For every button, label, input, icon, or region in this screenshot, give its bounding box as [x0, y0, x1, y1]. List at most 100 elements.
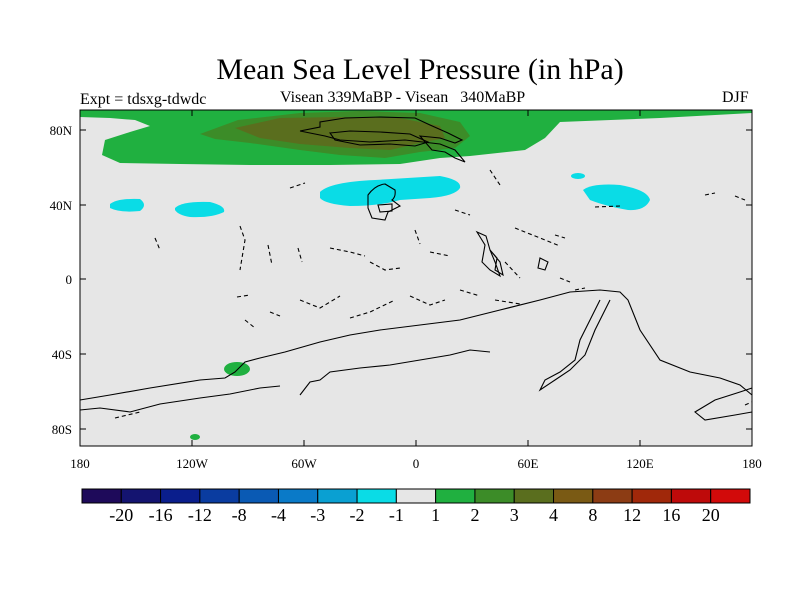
experiment-label: Expt = tdsxg-tdwdc [80, 91, 207, 108]
y-tick-label: 0 [66, 272, 73, 287]
colorbar-label: -16 [149, 505, 173, 525]
island-fragment [269, 311, 281, 317]
southern-positive-anomaly [224, 362, 250, 376]
period-label: Visean 339MaBP - Visean 340MaBP [280, 89, 526, 106]
southern-continent-lower-coast [694, 387, 753, 421]
colorbar-swatch [670, 488, 712, 504]
island-fragment [289, 182, 306, 189]
southern-inner-coast [299, 349, 491, 396]
negative-anomaly-layer [110, 173, 650, 218]
colorbar-label: 1 [431, 505, 440, 525]
island-fragment [114, 411, 141, 419]
island-fragment [459, 289, 481, 297]
island-fragment [429, 251, 451, 257]
island-fragment [236, 294, 251, 298]
island-fragment [504, 261, 521, 279]
southern-rift-coast [538, 299, 611, 392]
colorbar-label: -8 [232, 505, 247, 525]
colorbar-swatch [120, 488, 162, 504]
positive-anomaly-layer [80, 110, 752, 440]
colorbar-swatch [277, 488, 319, 504]
colorbar-label: -4 [271, 505, 286, 525]
southern-continent-coast [79, 289, 753, 401]
colorbar-swatch [513, 488, 555, 504]
colorbar-label: 4 [549, 505, 558, 525]
island-fragment [244, 319, 256, 329]
colorbar-swatch [199, 488, 240, 504]
x-tick-label: 120E [626, 456, 654, 471]
island-fragment [559, 277, 571, 283]
island-fragment [494, 299, 521, 305]
island-fragment [297, 247, 303, 263]
south-polar-positive-anomaly [190, 434, 200, 440]
arctic-strong-anomaly-region [235, 117, 445, 150]
y-tick-label: 40S [52, 347, 72, 362]
island-fragment [514, 227, 561, 247]
colorbar-label: 3 [510, 505, 519, 525]
colorbar-label: -12 [188, 505, 212, 525]
y-tick-label: 80S [52, 422, 72, 437]
colorbar-swatch [710, 488, 751, 504]
east-negative-anomaly [583, 184, 650, 211]
southern-continent-west-coast [79, 385, 281, 413]
colorbar-label: 16 [662, 505, 680, 525]
island-fragment [454, 209, 471, 216]
colorbar-label: 8 [588, 505, 597, 525]
x-tick-label: 180 [742, 456, 762, 471]
colorbar-label: -20 [109, 505, 133, 525]
east-inlet-coast [489, 249, 504, 277]
island-fragment [574, 287, 586, 291]
island-fragment [267, 244, 273, 266]
island-fragment [154, 237, 161, 251]
colorbar-label: 20 [702, 505, 720, 525]
colorbar-swatch [238, 488, 279, 504]
colorbar: -20 -16 -12 -8 -4 -3 -2 -1 1 2 3 4 8 12 16 20 [81, 488, 751, 525]
y-tick-label: 40N [50, 198, 73, 213]
season-label: DJF [722, 89, 749, 106]
x-tick-label: 180 [70, 456, 90, 471]
island-fragment [239, 225, 246, 271]
north-continent-inner-coast [329, 130, 430, 147]
x-tick-label: 60E [518, 456, 539, 471]
colorbar-swatch [81, 488, 122, 504]
map-axes: 180 120W 60W 0 60E 120E 180 80N 40N 0 40S 80S [50, 110, 762, 471]
colorbar-label: -2 [350, 505, 365, 525]
island-fragment [489, 169, 501, 186]
island-fragment [734, 195, 746, 201]
island-fragment [554, 234, 566, 239]
colorbar-label: -3 [310, 505, 325, 525]
colorbar-swatch [631, 488, 672, 504]
island-fragment [369, 261, 401, 271]
island-fragment [409, 295, 446, 306]
colorbar-label: 12 [623, 505, 641, 525]
coastlines [79, 116, 753, 421]
island-fragment [299, 295, 341, 309]
island-fragments [114, 169, 753, 419]
x-tick-label: 0 [413, 456, 420, 471]
colorbar-swatch [474, 488, 515, 504]
island-fragment [704, 192, 716, 196]
colorbar-label: 2 [470, 505, 479, 525]
map-background [80, 110, 752, 446]
x-tick-label: 120W [176, 456, 209, 471]
island-fragment [744, 401, 753, 406]
central-negative-anomaly [320, 176, 461, 206]
west-negative-anomaly-1 [110, 198, 144, 212]
chart-title: Mean Sea Level Pressure (in hPa) [216, 53, 624, 86]
colorbar-swatch [160, 488, 201, 504]
colorbar-label: -1 [389, 505, 404, 525]
central-island [377, 203, 393, 213]
colorbar-swatch [592, 488, 633, 504]
colorbar-swatch [435, 488, 476, 504]
x-tick-label: 60W [291, 456, 317, 471]
colorbar-swatch [317, 488, 358, 504]
island-fragment [414, 229, 421, 245]
north-continent-coast [299, 116, 466, 163]
y-tick-label: 80N [50, 123, 73, 138]
colorbar-swatch [356, 488, 397, 504]
colorbar-swatch [553, 488, 594, 504]
east-small-negative-anomaly [571, 173, 585, 179]
small-east-island [537, 257, 549, 271]
west-negative-anomaly-2 [175, 201, 225, 218]
